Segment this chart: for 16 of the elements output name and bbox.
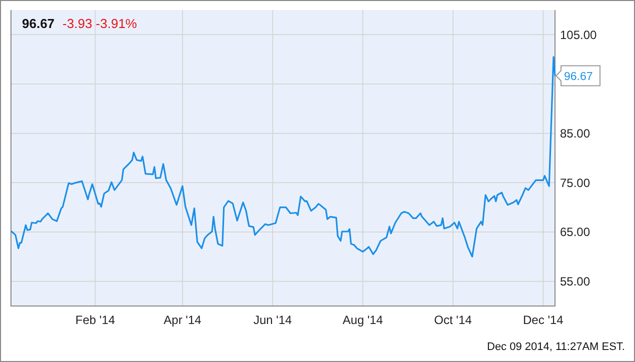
- x-tick-label: Oct '14: [434, 313, 472, 327]
- text: 96.67: [22, 16, 55, 31]
- x-tick-label: Dec '14: [523, 313, 564, 327]
- y-tick-label: 105.00: [560, 28, 598, 42]
- y-tick-label: 65.00: [560, 225, 590, 240]
- text: -3.93 -3.91%: [62, 16, 138, 31]
- text: Dec 09 2014, 11:27AM EST.: [487, 341, 625, 353]
- y-tick-label: 75.00: [560, 176, 590, 190]
- annotation: 96.67: [564, 70, 593, 83]
- y-tick-label: 85.00: [560, 126, 590, 141]
- x-tick-label: Feb '14: [75, 313, 116, 327]
- x-tick-label: Apr '14: [164, 313, 202, 327]
- line-series: [10, 56, 556, 258]
- x-tick-label: Aug '14: [342, 313, 384, 327]
- y-tick-label: 55.00: [560, 274, 590, 289]
- x-tick-label: Jun '14: [253, 313, 292, 327]
